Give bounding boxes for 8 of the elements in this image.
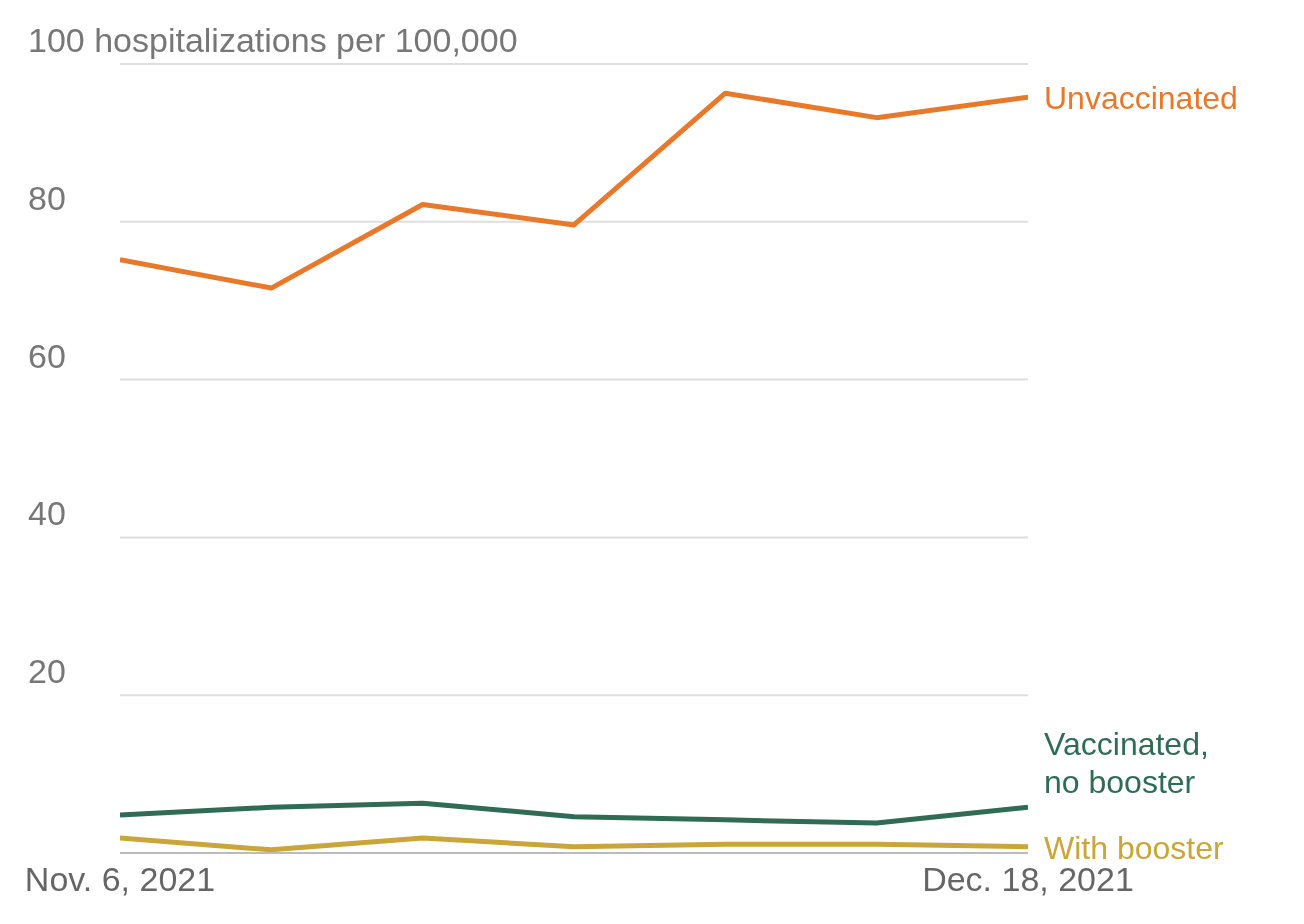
y-tick-label: 60 <box>28 336 66 375</box>
y-tick-label: 20 <box>28 652 66 691</box>
series-label: Vaccinated, no booster <box>1044 726 1209 801</box>
y-tick-label: 80 <box>28 178 66 217</box>
series-label: Unvaccinated <box>1044 80 1238 117</box>
y-tick-label: 40 <box>28 494 66 533</box>
x-tick-label: Nov. 6, 2021 <box>24 860 216 898</box>
y-tick-label: 100 hospitalizations per 100,000 <box>28 21 518 59</box>
